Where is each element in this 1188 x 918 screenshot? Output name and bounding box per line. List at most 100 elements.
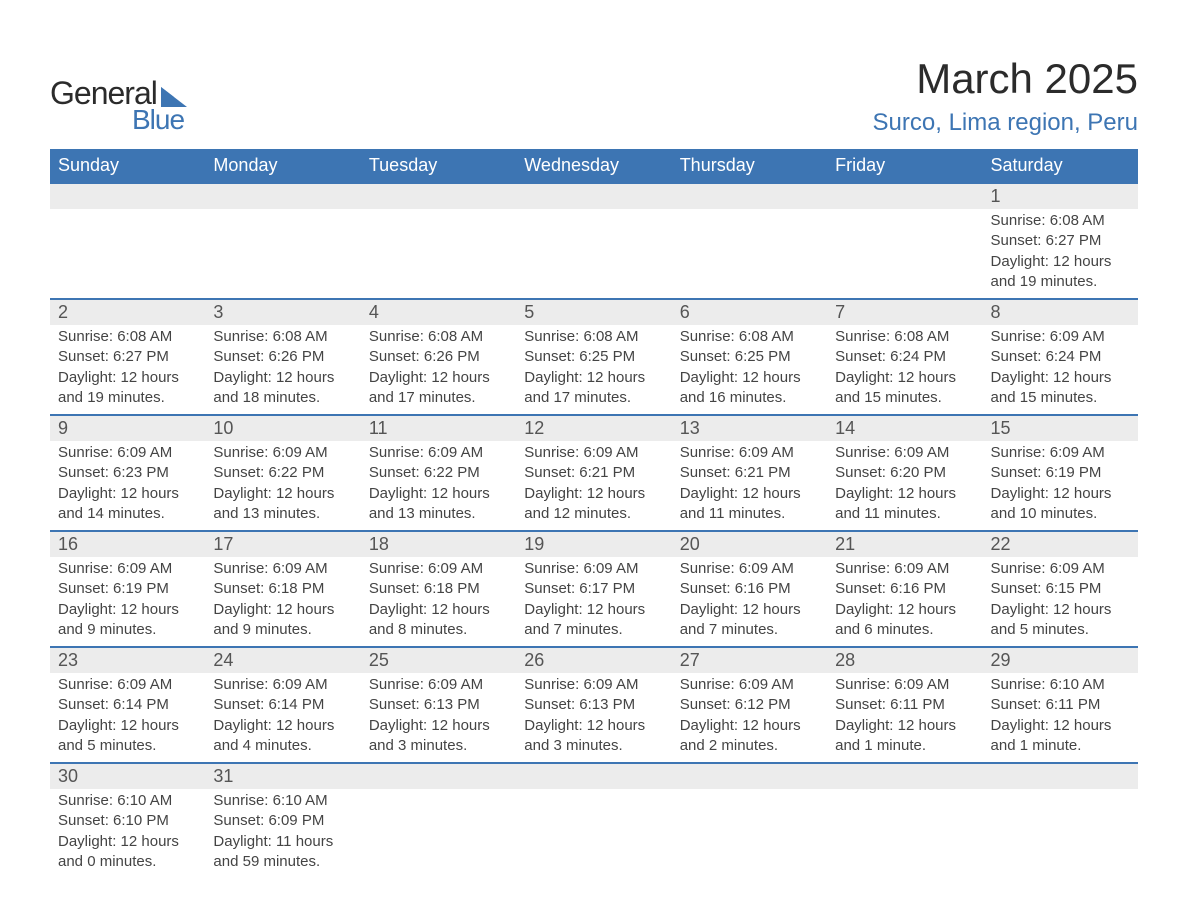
day-number-cell: 30: [50, 763, 205, 789]
sunset-text: Sunset: 6:15 PM: [991, 579, 1130, 599]
day-number: 29: [983, 648, 1138, 673]
week-daynum-row: 23242526272829: [50, 647, 1138, 673]
logo-top-row: General: [50, 75, 187, 112]
day-details-cell: [516, 789, 671, 878]
daylight-text: Daylight: 12 hours and 1 minute.: [835, 716, 974, 757]
day-number-cell: 2: [50, 299, 205, 325]
sunset-text: Sunset: 6:27 PM: [991, 231, 1130, 251]
day-header: Tuesday: [361, 149, 516, 183]
day-number-cell: 17: [205, 531, 360, 557]
day-number: [205, 184, 360, 208]
day-number-cell: 21: [827, 531, 982, 557]
daylight-text: Daylight: 12 hours and 15 minutes.: [835, 368, 974, 409]
week-details-row: Sunrise: 6:09 AMSunset: 6:23 PMDaylight:…: [50, 441, 1138, 531]
daylight-text: Daylight: 12 hours and 14 minutes.: [58, 484, 197, 525]
week-details-row: Sunrise: 6:08 AMSunset: 6:27 PMDaylight:…: [50, 209, 1138, 299]
daylight-text: Daylight: 12 hours and 11 minutes.: [835, 484, 974, 525]
day-details-cell: Sunrise: 6:09 AMSunset: 6:24 PMDaylight:…: [983, 325, 1138, 415]
sunset-text: Sunset: 6:23 PM: [58, 463, 197, 483]
sunrise-text: Sunrise: 6:09 AM: [991, 443, 1130, 463]
day-details-cell: [205, 209, 360, 299]
daylight-text: Daylight: 12 hours and 15 minutes.: [991, 368, 1130, 409]
calendar-page: General Blue March 2025 Surco, Lima regi…: [0, 0, 1188, 918]
day-details-cell: [361, 209, 516, 299]
day-details-cell: Sunrise: 6:09 AMSunset: 6:17 PMDaylight:…: [516, 557, 671, 647]
week-details-row: Sunrise: 6:08 AMSunset: 6:27 PMDaylight:…: [50, 325, 1138, 415]
day-number-cell: 1: [983, 183, 1138, 209]
day-number-cell: 27: [672, 647, 827, 673]
day-number: 18: [361, 532, 516, 557]
sunrise-text: Sunrise: 6:08 AM: [58, 327, 197, 347]
sunrise-text: Sunrise: 6:09 AM: [58, 443, 197, 463]
day-details-cell: Sunrise: 6:09 AMSunset: 6:12 PMDaylight:…: [672, 673, 827, 763]
day-number-cell: 29: [983, 647, 1138, 673]
day-number-cell: 7: [827, 299, 982, 325]
calendar-table: SundayMondayTuesdayWednesdayThursdayFrid…: [50, 149, 1138, 878]
day-details-cell: Sunrise: 6:10 AMSunset: 6:11 PMDaylight:…: [983, 673, 1138, 763]
day-number: 2: [50, 300, 205, 325]
day-number: 25: [361, 648, 516, 673]
day-number-cell: 6: [672, 299, 827, 325]
day-number-cell: 8: [983, 299, 1138, 325]
day-details-cell: Sunrise: 6:09 AMSunset: 6:18 PMDaylight:…: [205, 557, 360, 647]
sunrise-text: Sunrise: 6:09 AM: [680, 443, 819, 463]
day-number-cell: 14: [827, 415, 982, 441]
sunrise-text: Sunrise: 6:09 AM: [524, 559, 663, 579]
day-number: [672, 764, 827, 788]
sunrise-text: Sunrise: 6:10 AM: [58, 791, 197, 811]
day-number-cell: 16: [50, 531, 205, 557]
day-number-cell: [516, 183, 671, 209]
day-header: Monday: [205, 149, 360, 183]
month-title: March 2025: [873, 55, 1138, 103]
sunset-text: Sunset: 6:13 PM: [369, 695, 508, 715]
daylight-text: Daylight: 11 hours and 59 minutes.: [213, 832, 352, 873]
sunrise-text: Sunrise: 6:10 AM: [991, 675, 1130, 695]
sunset-text: Sunset: 6:25 PM: [524, 347, 663, 367]
daylight-text: Daylight: 12 hours and 7 minutes.: [524, 600, 663, 641]
day-number: [672, 184, 827, 208]
week-daynum-row: 9101112131415: [50, 415, 1138, 441]
sunrise-text: Sunrise: 6:08 AM: [369, 327, 508, 347]
day-number-cell: 9: [50, 415, 205, 441]
day-details-cell: Sunrise: 6:08 AMSunset: 6:25 PMDaylight:…: [516, 325, 671, 415]
day-number-cell: 4: [361, 299, 516, 325]
day-number-cell: 28: [827, 647, 982, 673]
day-number: 30: [50, 764, 205, 789]
location-subtitle: Surco, Lima region, Peru: [873, 109, 1138, 137]
day-number: [827, 184, 982, 208]
day-number-cell: 3: [205, 299, 360, 325]
sunset-text: Sunset: 6:22 PM: [213, 463, 352, 483]
day-number: 10: [205, 416, 360, 441]
day-number: 3: [205, 300, 360, 325]
sunset-text: Sunset: 6:25 PM: [680, 347, 819, 367]
day-number-cell: [672, 763, 827, 789]
day-details-cell: Sunrise: 6:08 AMSunset: 6:27 PMDaylight:…: [983, 209, 1138, 299]
day-details-cell: Sunrise: 6:09 AMSunset: 6:19 PMDaylight:…: [50, 557, 205, 647]
day-number: [516, 184, 671, 208]
day-number: 21: [827, 532, 982, 557]
day-number-cell: 26: [516, 647, 671, 673]
sunset-text: Sunset: 6:18 PM: [213, 579, 352, 599]
daylight-text: Daylight: 12 hours and 19 minutes.: [58, 368, 197, 409]
week-details-row: Sunrise: 6:10 AMSunset: 6:10 PMDaylight:…: [50, 789, 1138, 878]
day-details-cell: Sunrise: 6:09 AMSunset: 6:14 PMDaylight:…: [50, 673, 205, 763]
daylight-text: Daylight: 12 hours and 10 minutes.: [991, 484, 1130, 525]
sunset-text: Sunset: 6:26 PM: [213, 347, 352, 367]
day-details-cell: Sunrise: 6:09 AMSunset: 6:21 PMDaylight:…: [672, 441, 827, 531]
day-number: 16: [50, 532, 205, 557]
sunset-text: Sunset: 6:16 PM: [835, 579, 974, 599]
day-header: Friday: [827, 149, 982, 183]
sunrise-text: Sunrise: 6:09 AM: [991, 327, 1130, 347]
day-number: 24: [205, 648, 360, 673]
day-number: 22: [983, 532, 1138, 557]
day-details-cell: Sunrise: 6:09 AMSunset: 6:18 PMDaylight:…: [361, 557, 516, 647]
sunrise-text: Sunrise: 6:09 AM: [835, 559, 974, 579]
day-details-cell: Sunrise: 6:09 AMSunset: 6:22 PMDaylight:…: [205, 441, 360, 531]
sunset-text: Sunset: 6:18 PM: [369, 579, 508, 599]
sunset-text: Sunset: 6:21 PM: [680, 463, 819, 483]
day-details-cell: Sunrise: 6:09 AMSunset: 6:13 PMDaylight:…: [516, 673, 671, 763]
day-number-cell: 20: [672, 531, 827, 557]
daylight-text: Daylight: 12 hours and 3 minutes.: [369, 716, 508, 757]
day-number-cell: [361, 763, 516, 789]
day-number-cell: 10: [205, 415, 360, 441]
